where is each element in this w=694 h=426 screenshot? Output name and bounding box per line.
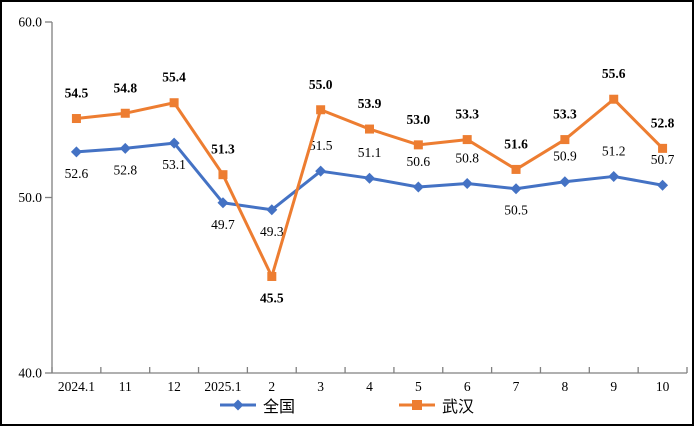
- series-1-marker: [413, 140, 423, 150]
- series-0-marker: [119, 142, 131, 154]
- series-1-marker: [169, 98, 179, 108]
- series-0-marker: [461, 177, 473, 189]
- series-0-data-label: 50.5: [504, 203, 528, 218]
- legend-diamond-marker: [232, 399, 244, 411]
- legend-line-square-icon: [399, 398, 435, 417]
- series-0-marker: [559, 176, 571, 188]
- series-0-data-label: 50.9: [553, 149, 577, 164]
- series-1-data-label: 55.0: [309, 77, 333, 92]
- series-0-data-label: 50.8: [455, 150, 479, 165]
- series-0-data-label: 51.1: [358, 145, 382, 160]
- series-0-marker: [70, 146, 82, 158]
- y-axis-tick-label: 60.0: [18, 15, 42, 30]
- series-1-data-label: 54.8: [113, 80, 137, 95]
- legend-line-diamond-icon: [219, 398, 256, 417]
- series-0-marker: [657, 179, 669, 191]
- x-category-label: 2: [268, 379, 275, 394]
- legend-item-wuhan: 武汉: [399, 398, 474, 417]
- x-category-label: 8: [562, 379, 569, 394]
- series-1-data-label: 52.8: [651, 115, 675, 130]
- series-1-marker: [511, 164, 521, 174]
- series-0-data-label: 49.7: [211, 217, 235, 232]
- series-1-data-label: 51.6: [504, 136, 528, 151]
- legend-item-national: 全国: [219, 398, 295, 417]
- series-1-marker: [71, 114, 81, 124]
- x-category-label: 4: [366, 379, 373, 394]
- series-1-marker: [658, 143, 668, 153]
- series-1-marker: [462, 135, 472, 145]
- series-1-data-label: 53.3: [455, 107, 479, 122]
- legend-swatch-diamond-icon: [219, 399, 256, 411]
- series-1-marker: [218, 170, 228, 180]
- x-category-label: 7: [513, 379, 520, 394]
- x-category-label: 2024.1: [58, 379, 95, 394]
- series-0-marker: [168, 137, 180, 149]
- chart-legend: 全国 武汉: [0, 398, 694, 417]
- series-0-data-label: 50.7: [651, 152, 675, 167]
- series-0-data-label: 51.5: [309, 138, 333, 153]
- series-0-data-label: 53.1: [162, 157, 186, 172]
- series-1-data-label: 53.3: [553, 107, 577, 122]
- legend-swatch-square-icon: [399, 400, 435, 410]
- series-0-marker: [315, 165, 327, 177]
- y-axis-tick-label: 50.0: [18, 190, 42, 205]
- legend-square-marker: [412, 400, 422, 410]
- series-0-data-label: 52.6: [65, 166, 89, 181]
- x-category-label: 6: [464, 379, 471, 394]
- series-0-marker: [217, 197, 229, 209]
- x-category-label: 9: [610, 379, 617, 394]
- series-1-marker: [609, 94, 619, 104]
- x-category-label: 10: [656, 379, 670, 394]
- series-0-marker: [364, 172, 375, 184]
- series-0-data-label: 51.2: [602, 143, 626, 158]
- series-1-marker: [316, 105, 326, 115]
- series-0-data-label: 52.8: [113, 162, 137, 177]
- series-1-marker: [365, 124, 374, 134]
- series-0-marker: [266, 204, 278, 216]
- legend-label-national: 全国: [262, 398, 295, 416]
- series-1-marker: [560, 135, 570, 145]
- x-category-label: 5: [415, 379, 422, 394]
- series-1-data-label: 54.5: [65, 86, 89, 101]
- series-1-data-label: 53.0: [407, 112, 431, 127]
- series-1-data-label: 51.3: [211, 142, 235, 157]
- series-0-data-label: 50.6: [407, 154, 431, 169]
- x-category-label: 2025.1: [204, 379, 241, 394]
- x-category-label: 11: [119, 379, 132, 394]
- series-0-marker: [412, 181, 424, 193]
- series-0-data-label: 49.3: [260, 224, 284, 239]
- series-0-marker: [510, 183, 522, 195]
- series-1-data-label: 55.6: [602, 66, 626, 81]
- series-1-data-label: 55.4: [162, 70, 186, 85]
- series-1-marker: [120, 108, 130, 118]
- series-1-data-label: 45.5: [260, 290, 284, 305]
- series-1-data-label: 53.9: [358, 96, 382, 111]
- series-1-marker: [267, 271, 277, 281]
- legend-label-wuhan: 武汉: [442, 398, 475, 416]
- x-category-label: 12: [167, 379, 181, 394]
- x-category-label: 3: [317, 379, 324, 394]
- series-0-marker: [608, 170, 620, 182]
- y-axis-tick-label: 40.0: [18, 366, 42, 381]
